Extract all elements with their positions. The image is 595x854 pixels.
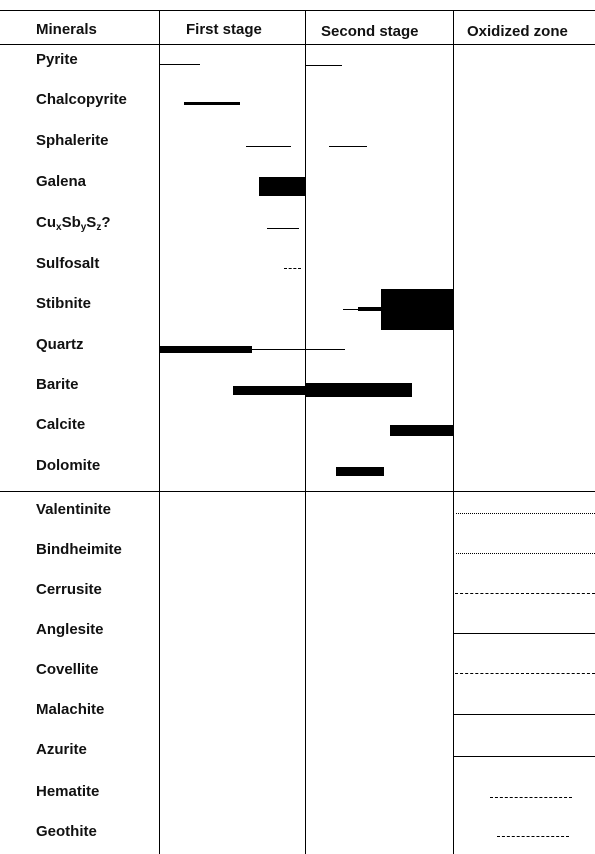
column-divider-3 xyxy=(453,10,454,854)
mineral-label: Hematite xyxy=(36,783,100,800)
occurrence-bar xyxy=(490,797,572,798)
header-top-border xyxy=(0,10,595,11)
occurrence-bar xyxy=(343,309,358,310)
mineral-label: Quartz xyxy=(36,336,84,353)
mineral-label: Galena xyxy=(36,173,87,190)
occurrence-bar xyxy=(454,756,595,757)
occurrence-bar xyxy=(160,64,200,65)
occurrence-bar xyxy=(336,467,384,476)
occurrence-bar xyxy=(259,177,306,196)
occurrence-bar xyxy=(252,349,345,350)
occurrence-bar xyxy=(267,228,299,229)
occurrence-bar xyxy=(390,425,453,436)
mineral-label: Geothite xyxy=(36,823,97,840)
occurrence-bar xyxy=(246,146,291,147)
occurrence-bar xyxy=(455,593,595,594)
occurrence-bar xyxy=(233,386,305,395)
occurrence-bar xyxy=(454,633,595,634)
occurrence-bar xyxy=(306,383,412,397)
column-divider-2 xyxy=(305,10,306,854)
mineral-label: Sphalerite xyxy=(36,132,109,149)
mineral-label: Calcite xyxy=(36,416,86,433)
header-first-stage: First stage xyxy=(186,21,262,38)
mineral-label: Cerrusite xyxy=(36,581,102,598)
header-oxidized-zone: Oxidized zone xyxy=(467,23,568,40)
mineral-label: Azurite xyxy=(36,741,87,758)
header-second-stage: Second stage xyxy=(321,23,419,40)
occurrence-bar xyxy=(455,673,595,674)
occurrence-bar xyxy=(306,65,342,66)
mineral-label: Covellite xyxy=(36,661,99,678)
occurrence-bar xyxy=(497,836,569,837)
mineral-label: Stibnite xyxy=(36,295,91,312)
mineral-label: Barite xyxy=(36,376,79,393)
mineral-label: Pyrite xyxy=(36,51,78,68)
mineral-label: Chalcopyrite xyxy=(36,91,127,108)
header-minerals: Minerals xyxy=(36,21,97,38)
primary-secondary-divider xyxy=(0,491,595,492)
mineral-label: Bindheimite xyxy=(36,541,122,558)
occurrence-bar xyxy=(160,346,252,353)
header-bottom-border xyxy=(0,44,595,45)
occurrence-bar xyxy=(329,146,367,147)
occurrence-bar xyxy=(284,268,301,269)
mineral-label: Valentinite xyxy=(36,501,112,518)
occurrence-bar xyxy=(454,714,595,715)
mineral-label: Malachite xyxy=(36,701,105,718)
occurrence-bar xyxy=(456,553,595,554)
mineral-label: Dolomite xyxy=(36,457,101,474)
mineral-label: Sulfosalt xyxy=(36,255,100,272)
mineral-label-formula: CuxSbySz? xyxy=(36,214,111,233)
occurrence-bar xyxy=(381,289,453,330)
occurrence-bar xyxy=(456,513,595,514)
occurrence-bar xyxy=(184,102,240,105)
column-divider-1 xyxy=(159,10,160,854)
occurrence-bar xyxy=(358,307,381,311)
mineral-label: Anglesite xyxy=(36,621,104,638)
